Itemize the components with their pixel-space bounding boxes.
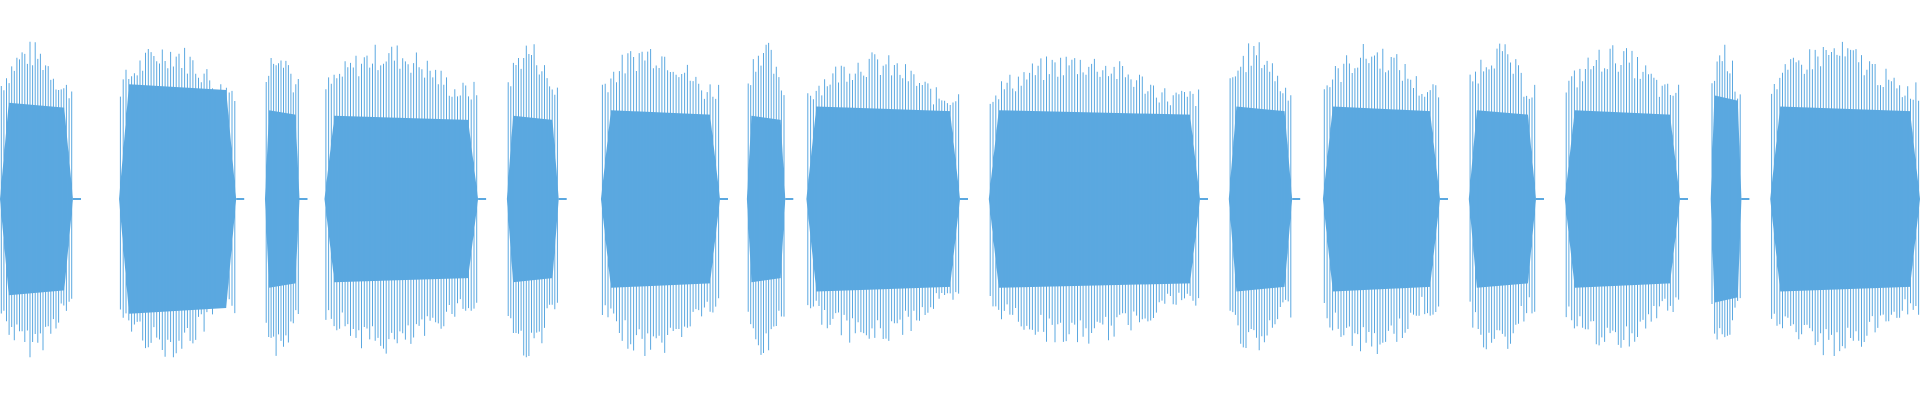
waveform-segment bbox=[1564, 45, 1688, 348]
waveform-core bbox=[264, 110, 300, 288]
waveform-core bbox=[1228, 106, 1293, 292]
waveform-core bbox=[0, 102, 73, 296]
waveform-core bbox=[119, 84, 237, 314]
waveform-core bbox=[1564, 110, 1680, 288]
waveform-segment bbox=[0, 41, 81, 358]
waveform-core bbox=[1710, 95, 1742, 303]
waveform-core bbox=[506, 115, 559, 283]
waveform-segment bbox=[1228, 42, 1301, 351]
waveform-core bbox=[324, 115, 479, 283]
waveform-segment bbox=[988, 56, 1208, 344]
waveform-core bbox=[600, 110, 720, 288]
waveform-segment bbox=[1322, 44, 1448, 354]
waveform-segment bbox=[1710, 44, 1750, 340]
waveform-segment bbox=[119, 47, 245, 358]
waveform-segment bbox=[746, 42, 794, 355]
waveform-segment bbox=[264, 58, 308, 356]
waveform-segment bbox=[600, 49, 728, 356]
waveform-segment bbox=[806, 52, 968, 343]
waveform-segment bbox=[1468, 43, 1544, 350]
waveform-segment bbox=[1770, 41, 1920, 356]
waveform-segment bbox=[324, 44, 487, 354]
waveform-core bbox=[1322, 106, 1440, 292]
waveform-segment bbox=[506, 44, 567, 358]
